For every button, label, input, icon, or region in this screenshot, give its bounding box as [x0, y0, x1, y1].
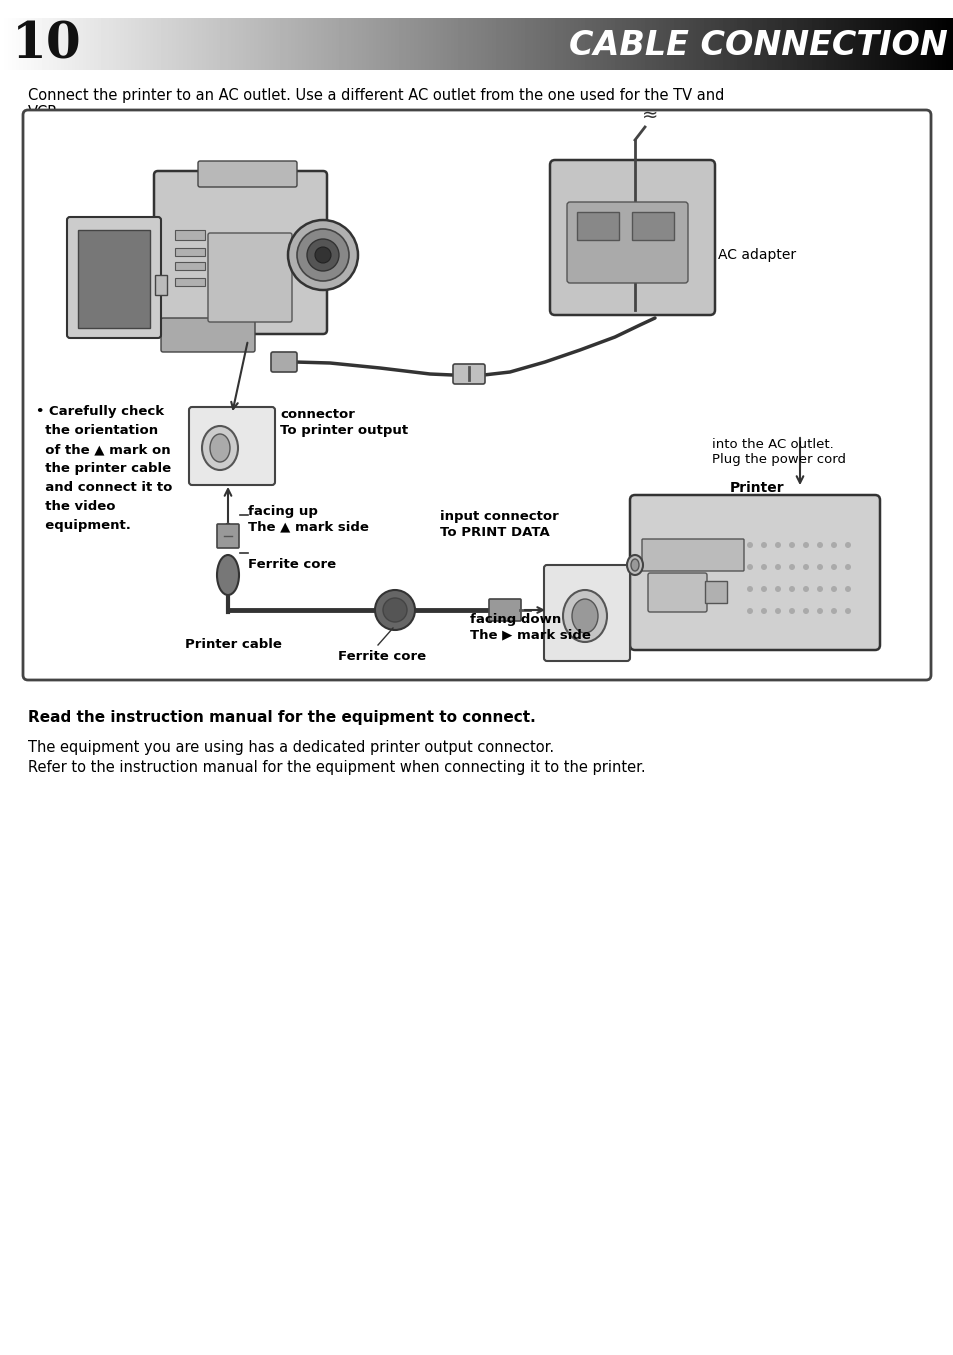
Text: ≈: ≈: [641, 106, 658, 125]
Bar: [631, 211, 673, 240]
Text: AC adapter: AC adapter: [718, 248, 796, 262]
Circle shape: [830, 542, 836, 547]
Text: To PRINT DATA: To PRINT DATA: [439, 526, 549, 539]
Circle shape: [830, 608, 836, 614]
Bar: [174, 230, 205, 240]
FancyBboxPatch shape: [647, 573, 706, 612]
Text: facing down: facing down: [470, 612, 560, 626]
Bar: [154, 275, 167, 295]
Circle shape: [774, 564, 781, 570]
FancyBboxPatch shape: [198, 161, 296, 187]
Circle shape: [746, 542, 752, 547]
FancyBboxPatch shape: [216, 524, 239, 547]
FancyBboxPatch shape: [543, 565, 629, 661]
Text: Connect the printer to an AC outlet. Use a different AC outlet from the one used: Connect the printer to an AC outlet. Use…: [28, 88, 723, 103]
FancyBboxPatch shape: [189, 406, 274, 485]
Circle shape: [816, 608, 822, 614]
Bar: [577, 211, 618, 240]
Text: Printer cable: Printer cable: [185, 638, 281, 650]
Circle shape: [816, 542, 822, 547]
FancyBboxPatch shape: [153, 171, 327, 333]
Ellipse shape: [202, 425, 237, 470]
Circle shape: [788, 585, 794, 592]
FancyBboxPatch shape: [23, 110, 930, 680]
FancyBboxPatch shape: [271, 352, 296, 373]
Text: Refer to the instruction manual for the equipment when connecting it to the prin: Refer to the instruction manual for the …: [28, 760, 645, 775]
Circle shape: [746, 608, 752, 614]
FancyBboxPatch shape: [489, 599, 520, 621]
Text: • Carefully check
  the orientation
  of the ▲ mark on
  the printer cable
  and: • Carefully check the orientation of the…: [36, 405, 172, 533]
Bar: [78, 230, 150, 328]
Circle shape: [774, 542, 781, 547]
Circle shape: [802, 585, 808, 592]
Text: The equipment you are using has a dedicated printer output connector.: The equipment you are using has a dedica…: [28, 740, 554, 755]
Circle shape: [760, 564, 766, 570]
Circle shape: [802, 608, 808, 614]
Ellipse shape: [562, 589, 606, 642]
FancyBboxPatch shape: [641, 539, 743, 570]
Circle shape: [830, 585, 836, 592]
Circle shape: [788, 608, 794, 614]
FancyBboxPatch shape: [453, 364, 484, 383]
Text: The ▶ mark side: The ▶ mark side: [470, 627, 590, 641]
Circle shape: [774, 585, 781, 592]
Text: CABLE CONNECTION: CABLE CONNECTION: [569, 28, 947, 61]
Bar: [704, 581, 726, 603]
Text: Ferrite core: Ferrite core: [248, 558, 335, 570]
Text: connector: connector: [280, 408, 355, 421]
Text: Printer: Printer: [729, 481, 783, 495]
Circle shape: [774, 608, 781, 614]
Circle shape: [844, 585, 850, 592]
Ellipse shape: [630, 560, 639, 570]
FancyBboxPatch shape: [208, 233, 292, 322]
Text: input connector: input connector: [439, 509, 558, 523]
FancyBboxPatch shape: [629, 495, 879, 650]
Ellipse shape: [210, 434, 230, 462]
Text: Plug the power cord: Plug the power cord: [711, 453, 845, 466]
FancyBboxPatch shape: [67, 217, 161, 337]
Circle shape: [760, 585, 766, 592]
Text: Ferrite core: Ferrite core: [337, 650, 426, 663]
Text: Read the instruction manual for the equipment to connect.: Read the instruction manual for the equi…: [28, 710, 536, 725]
Circle shape: [844, 564, 850, 570]
Circle shape: [375, 589, 415, 630]
Circle shape: [296, 229, 349, 280]
Circle shape: [746, 585, 752, 592]
Circle shape: [760, 542, 766, 547]
Circle shape: [802, 542, 808, 547]
FancyBboxPatch shape: [161, 318, 254, 352]
Circle shape: [788, 542, 794, 547]
Circle shape: [314, 247, 331, 263]
Circle shape: [760, 608, 766, 614]
Bar: [174, 278, 205, 286]
Circle shape: [844, 542, 850, 547]
Circle shape: [307, 238, 338, 271]
Circle shape: [288, 220, 357, 290]
Text: into the AC outlet.: into the AC outlet.: [711, 438, 833, 451]
Circle shape: [382, 598, 407, 622]
Circle shape: [816, 564, 822, 570]
Bar: [174, 248, 205, 256]
Circle shape: [816, 585, 822, 592]
Circle shape: [746, 564, 752, 570]
Text: The ▲ mark side: The ▲ mark side: [248, 520, 369, 533]
Text: To printer output: To printer output: [280, 424, 408, 438]
Bar: [174, 262, 205, 270]
FancyBboxPatch shape: [550, 160, 714, 314]
Text: 10: 10: [12, 20, 82, 69]
Circle shape: [830, 564, 836, 570]
Ellipse shape: [626, 556, 642, 575]
Ellipse shape: [216, 556, 239, 595]
FancyBboxPatch shape: [566, 202, 687, 283]
Circle shape: [844, 608, 850, 614]
Text: facing up: facing up: [248, 505, 317, 518]
Text: VCR.: VCR.: [28, 104, 63, 121]
Circle shape: [802, 564, 808, 570]
Circle shape: [788, 564, 794, 570]
Ellipse shape: [572, 599, 598, 633]
